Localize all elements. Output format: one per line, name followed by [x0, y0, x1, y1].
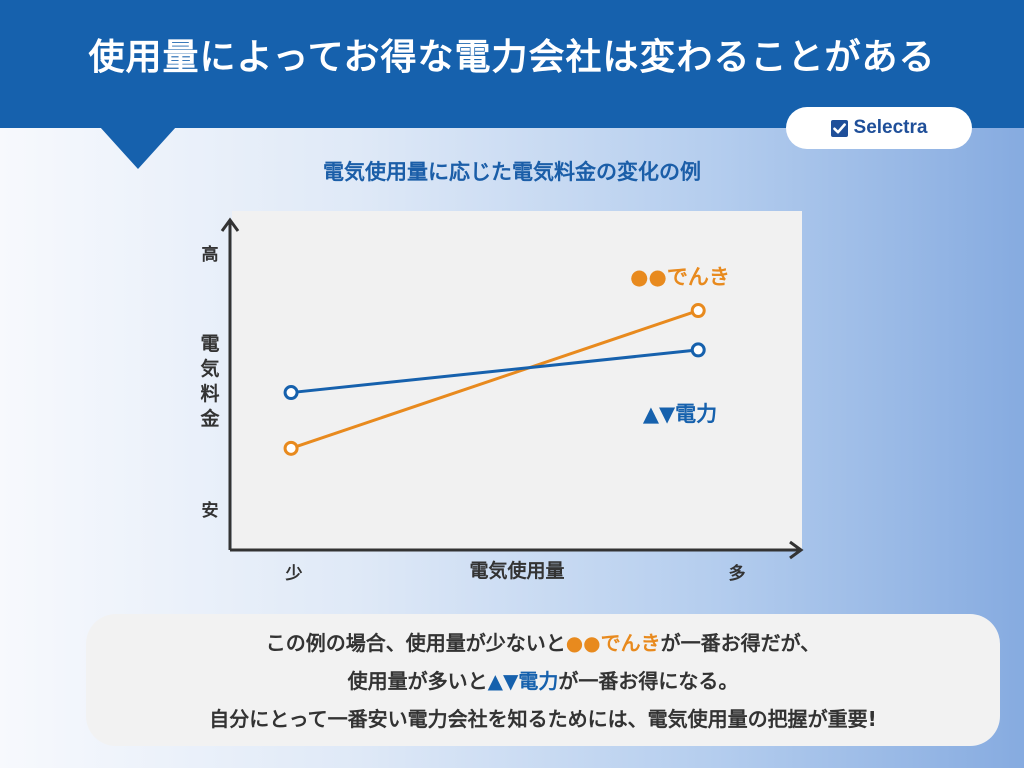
legend-label-1: ▲▼電力	[643, 402, 717, 426]
header-pointer	[100, 127, 176, 169]
note-line-2-post: が一番お得になる。	[558, 669, 739, 693]
note-line-2: 使用量が多いと▲▼電力が一番お得になる。	[86, 662, 1000, 700]
checkbox-icon	[830, 119, 848, 137]
y-axis-label-char: 気	[200, 357, 219, 380]
series-line-1	[290, 348, 699, 395]
y-axis-arrow	[220, 217, 240, 232]
series-line-0	[290, 309, 699, 450]
y-axis-label-char: 電	[200, 333, 219, 355]
x-axis-arrow	[789, 540, 804, 560]
y-tick-low: 安	[202, 500, 219, 521]
note-line-1: この例の場合、使用量が少ないと●●でんきが一番お得だが、	[86, 624, 1000, 662]
series-0-point-0	[283, 440, 299, 456]
note-line-1-post: が一番お得だが、	[660, 631, 821, 655]
note-line-1-pre: この例の場合、使用量が少ないと	[265, 631, 566, 655]
x-tick-low: 少	[285, 564, 303, 584]
brand-name: Selectra	[853, 117, 928, 138]
x-axis-label: 電気使用量	[469, 559, 564, 582]
note-highlight-blue: ▲▼電力	[487, 669, 559, 693]
y-axis-label: 電気料金	[199, 333, 220, 430]
note-line-2-pre: 使用量が多いと	[347, 669, 488, 693]
header-banner: 使用量によってお得な電力会社は変わることがある	[0, 0, 1024, 128]
summary-note: この例の場合、使用量が少ないと●●でんきが一番お得だが、 使用量が多いと▲▼電力…	[86, 614, 1000, 746]
plot-area	[232, 211, 802, 550]
series-0-point-1	[690, 303, 706, 319]
y-tick-high: 高	[202, 244, 219, 265]
series-1-point-1	[690, 342, 706, 358]
series-1-point-0	[283, 385, 299, 401]
series-group: ●●でんき ▲▼電力	[283, 265, 730, 456]
y-axis-label-char: 金	[199, 407, 220, 430]
page-title: 使用量によってお得な電力会社は変わることがある	[88, 37, 936, 78]
y-axis-label-char: 料	[200, 382, 219, 405]
chart-title: 電気使用量に応じた電気料金の変化の例	[323, 160, 701, 184]
legend-label-0: ●●でんき	[630, 265, 730, 289]
note-line-3: 自分にとって一番安い電力会社を知るためには、電気使用量の把握が重要!	[209, 707, 877, 731]
x-tick-high: 多	[729, 563, 746, 584]
note-highlight-orange: ●●でんき	[565, 631, 661, 655]
brand-logo: Selectra	[786, 107, 972, 149]
